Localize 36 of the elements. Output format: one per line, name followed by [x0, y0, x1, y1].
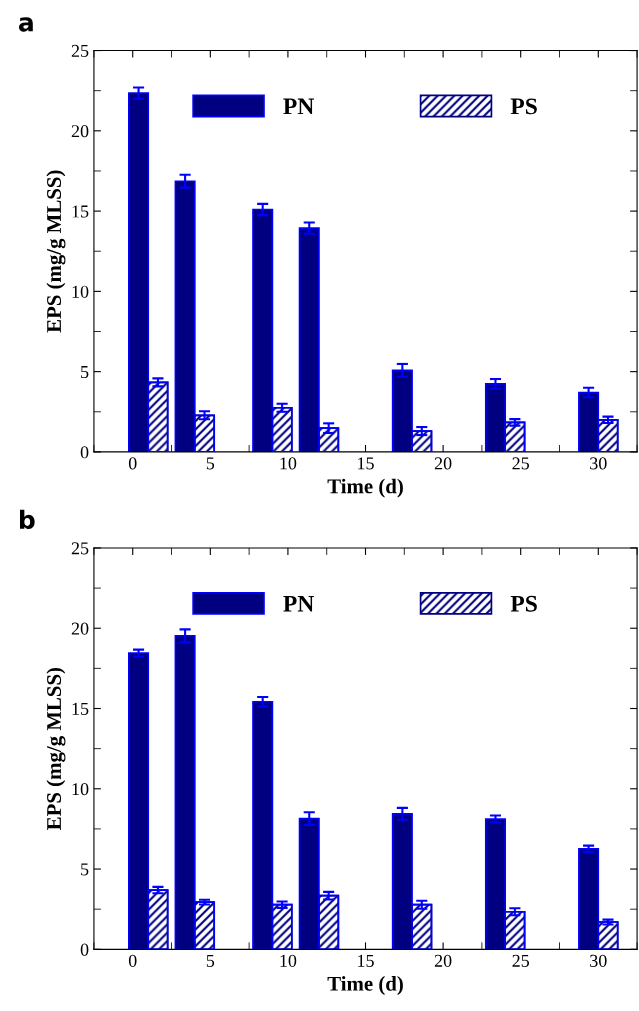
x-axis-title: Time (d)	[327, 976, 403, 996]
x-axis-title: Time (d)	[327, 478, 403, 498]
legend-label: PN	[283, 98, 315, 115]
legend-label: PS	[510, 595, 537, 612]
x-tick-label: 0	[128, 954, 137, 967]
y-tick-label: 20	[71, 622, 89, 635]
x-tick-label: 20	[434, 954, 452, 967]
y-tick-label: 10	[72, 783, 89, 796]
y-tick-label: 0	[80, 446, 89, 459]
x-tick-label: 20	[434, 457, 452, 470]
x-tick-label: 15	[358, 457, 374, 470]
y-tick-label: 15	[72, 702, 89, 715]
y-tick-label: 15	[72, 205, 89, 218]
x-tick-label: 15	[358, 954, 374, 967]
x-tick-label: 25	[512, 954, 530, 967]
y-tick-label: 5	[81, 366, 89, 379]
legend-label: PN	[283, 596, 315, 612]
y-axis-title: EPS (mg/g MLSS)	[46, 170, 66, 333]
legend-label: PS	[510, 98, 537, 115]
y-tick-label: 5	[81, 863, 89, 876]
x-tick-label: 10	[280, 954, 297, 967]
x-tick-label: 5	[206, 954, 215, 967]
x-tick-label: 10	[280, 457, 297, 470]
x-tick-label: 30	[590, 954, 607, 967]
y-tick-label: 10	[72, 285, 89, 298]
y-axis-title: EPS (mg/g MLSS)	[46, 667, 66, 830]
y-tick-label: 25	[71, 44, 89, 57]
x-tick-label: 30	[590, 457, 607, 470]
y-tick-label: 20	[71, 125, 89, 138]
x-tick-label: 0	[128, 457, 137, 470]
y-tick-label: 25	[71, 542, 89, 555]
text: a	[18, 17, 33, 32]
y-tick-label: 0	[80, 943, 89, 956]
text: b	[19, 509, 35, 530]
x-tick-label: 25	[512, 457, 530, 470]
x-tick-label: 5	[206, 457, 215, 470]
